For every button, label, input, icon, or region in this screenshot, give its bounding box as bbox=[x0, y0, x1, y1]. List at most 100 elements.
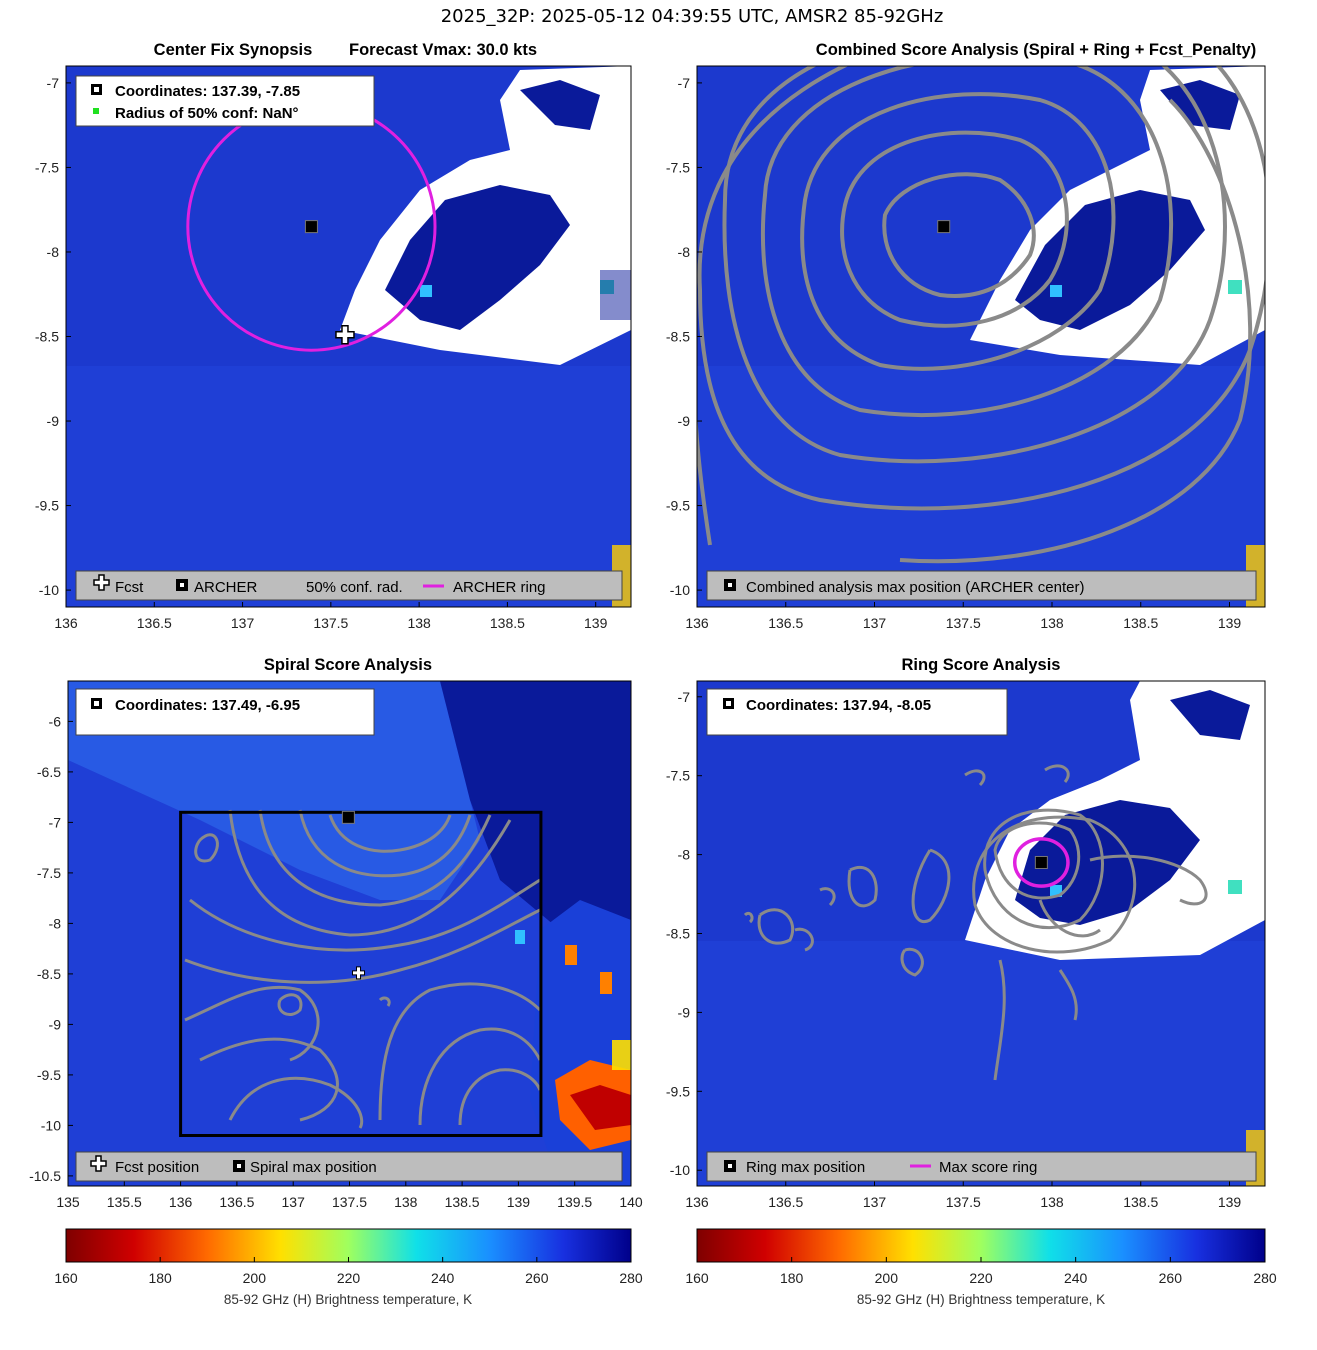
x-tick-label: 139.5 bbox=[557, 1194, 592, 1210]
colorbar-tick-label: 280 bbox=[1253, 1270, 1277, 1286]
y-tick-label: -8.5 bbox=[35, 329, 59, 345]
x-tick-label: 137.5 bbox=[946, 1194, 981, 1210]
info-box-spiral bbox=[75, 688, 375, 736]
ring-max-marker bbox=[1034, 855, 1048, 869]
y-tick-label: -9.5 bbox=[666, 498, 690, 514]
x-tick-label: 138.5 bbox=[445, 1194, 480, 1210]
spiral-fcst-marker bbox=[352, 966, 366, 980]
ring-score-contours bbox=[743, 764, 1208, 1081]
coordinates-text: Coordinates: 137.39, -7.85 bbox=[115, 83, 300, 100]
legend-spiral-max: Spiral max position bbox=[250, 1159, 377, 1176]
x-tick-label: 136.5 bbox=[137, 615, 172, 631]
legend-max-score-ring: Max score ring bbox=[939, 1159, 1037, 1176]
spiral-max-marker bbox=[341, 810, 355, 824]
y-tick-label: -9 bbox=[49, 1016, 62, 1032]
x-tick-label: 136 bbox=[54, 615, 78, 631]
y-tick-label: -7 bbox=[49, 814, 62, 830]
x-tick-label: 136.5 bbox=[768, 1194, 803, 1210]
legend-fcst-position: Fcst position bbox=[115, 1159, 199, 1176]
legend-center-fix bbox=[75, 570, 623, 601]
colorbar-tick-label: 200 bbox=[243, 1270, 267, 1286]
y-tick-label: -10 bbox=[39, 582, 59, 598]
x-tick-label: 138 bbox=[1040, 615, 1064, 631]
y-tick-label: -10 bbox=[41, 1117, 61, 1133]
x-tick-label: 137.5 bbox=[313, 615, 348, 631]
y-tick-label: -10.5 bbox=[29, 1168, 61, 1184]
x-tick-label: 136 bbox=[685, 615, 709, 631]
y-tick-label: -8 bbox=[47, 244, 60, 260]
axis-ticks-ring: 136 136.5 137 137.5 138 138.5 139 -7 -7.5 -8 -8.5 -… bbox=[666, 689, 1242, 1210]
ring-coordinates-text: Coordinates: 137.94, -8.05 bbox=[746, 697, 931, 714]
colorbar-left: 160 180 200 220 240 260 280 85-92 GHz (H) Brig… bbox=[54, 1228, 643, 1307]
legend-archer-ring: ARCHER ring bbox=[453, 579, 546, 596]
colorbar-tick-label: 200 bbox=[875, 1270, 899, 1286]
colorbar-gradient-right bbox=[696, 1228, 1266, 1263]
axis-ticks-spiral: 135 135.5 136 136.5 137 137.5 138 138.5 139 139.5… bbox=[29, 713, 643, 1210]
y-tick-label: -9 bbox=[678, 413, 691, 429]
x-tick-label: 139 bbox=[1218, 1194, 1242, 1210]
y-tick-label: -9 bbox=[678, 1004, 691, 1020]
x-tick-label: 140 bbox=[619, 1194, 643, 1210]
combined-max-marker bbox=[937, 220, 951, 234]
info-box-center-fix bbox=[75, 75, 375, 127]
colorbar-tick-label: 160 bbox=[54, 1270, 78, 1286]
colorbar-tick-label: 280 bbox=[619, 1270, 643, 1286]
x-tick-label: 137.5 bbox=[946, 615, 981, 631]
fcst-legend-icon bbox=[93, 574, 110, 591]
y-tick-label: -9.5 bbox=[666, 1083, 690, 1099]
colorbar-tick-label: 180 bbox=[780, 1270, 804, 1286]
spiral-score-contours bbox=[184, 809, 542, 1129]
colorbar-label-left: 85-92 GHz (H) Brightness temperature, K bbox=[224, 1292, 472, 1307]
panel-subtitle-vmax: Forecast Vmax: 30.0 kts bbox=[349, 41, 537, 59]
x-tick-label: 136.5 bbox=[219, 1194, 254, 1210]
y-tick-label: -8 bbox=[678, 244, 691, 260]
axis-ticks-combined: 136 136.5 137 137.5 138 138.5 139 -7 -7.5 -8 -8.5 -… bbox=[666, 75, 1242, 631]
x-tick-label: 137 bbox=[863, 1194, 887, 1210]
legend-combined bbox=[706, 570, 1257, 601]
spiral-coordinates-text: Coordinates: 137.49, -6.95 bbox=[115, 697, 300, 714]
colorbar-label-right: 85-92 GHz (H) Brightness temperature, K bbox=[857, 1292, 1105, 1307]
legend-ring-max: Ring max position bbox=[746, 1159, 865, 1176]
x-tick-label: 136 bbox=[685, 1194, 709, 1210]
y-tick-label: -8.5 bbox=[37, 966, 61, 982]
x-tick-label: 138 bbox=[394, 1194, 418, 1210]
panel-title-center-fix: Center Fix Synopsis bbox=[154, 41, 313, 59]
y-tick-label: -7 bbox=[678, 689, 691, 705]
legend-archer: ARCHER bbox=[194, 579, 258, 596]
figure-title: 2025_32P: 2025-05-12 04:39:55 UTC, AMSR2… bbox=[441, 6, 944, 27]
x-tick-label: 139 bbox=[584, 615, 608, 631]
y-tick-label: -7.5 bbox=[666, 768, 690, 784]
x-tick-label: 139 bbox=[507, 1194, 531, 1210]
colorbar-tick-label: 240 bbox=[1064, 1270, 1088, 1286]
panel-combined: Combined Score Analysis (Spiral + Ring +… bbox=[666, 41, 1266, 631]
y-tick-label: -7 bbox=[678, 75, 691, 91]
archer-center-marker bbox=[304, 220, 318, 234]
y-tick-label: -8 bbox=[678, 847, 691, 863]
y-tick-label: -7.5 bbox=[666, 159, 690, 175]
colorbar-tick-label: 260 bbox=[1159, 1270, 1183, 1286]
legend-combined-max: Combined analysis max position (ARCHER c… bbox=[746, 579, 1084, 596]
x-tick-label: 135.5 bbox=[107, 1194, 142, 1210]
x-tick-label: 136 bbox=[169, 1194, 193, 1210]
x-tick-label: 137 bbox=[282, 1194, 306, 1210]
y-tick-label: -9 bbox=[47, 413, 60, 429]
y-tick-label: -9.5 bbox=[37, 1067, 61, 1083]
brightness-map-ring bbox=[697, 681, 1265, 1186]
panel-spiral: Spiral Score Analysis bbox=[29, 656, 643, 1210]
colorbar-ticks-right: 160 180 200 220 240 260 280 bbox=[685, 1257, 1277, 1286]
fcst-position-legend-icon bbox=[90, 1155, 107, 1172]
y-tick-label: -8.5 bbox=[666, 926, 690, 942]
colorbar-tick-label: 240 bbox=[431, 1270, 455, 1286]
x-tick-label: 137.5 bbox=[332, 1194, 367, 1210]
x-tick-label: 137 bbox=[863, 615, 887, 631]
y-tick-label: -8 bbox=[49, 915, 62, 931]
x-tick-label: 139 bbox=[1218, 615, 1242, 631]
legend-fcst: Fcst bbox=[115, 579, 144, 596]
colorbar-tick-label: 180 bbox=[148, 1270, 172, 1286]
x-tick-label: 135 bbox=[56, 1194, 80, 1210]
legend-spiral bbox=[75, 1151, 623, 1182]
colorbar-ticks-left: 160 180 200 220 240 260 280 bbox=[54, 1257, 643, 1286]
x-tick-label: 138.5 bbox=[490, 615, 525, 631]
axis-ticks-center-fix: 136 136.5 137 137.5 138 138.5 139 -7 -7.5 -8 -8.5 -… bbox=[35, 75, 608, 631]
